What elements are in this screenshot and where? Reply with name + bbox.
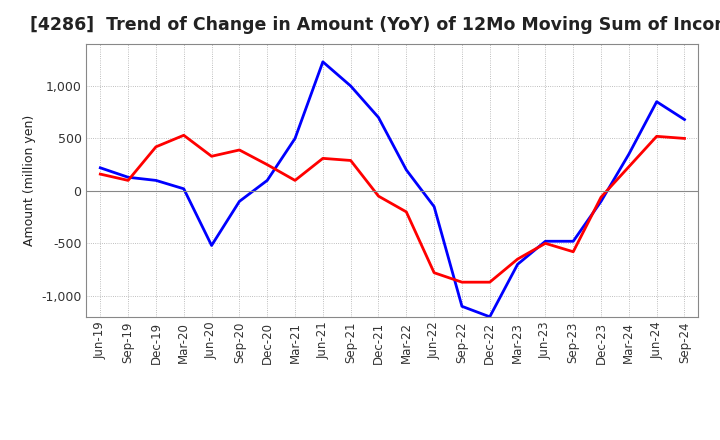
Net Income [680, 136, 689, 141]
Net Income [96, 172, 104, 177]
Line: Net Income: Net Income [100, 135, 685, 282]
Ordinary Income [513, 262, 522, 267]
Line: Ordinary Income: Ordinary Income [100, 62, 685, 317]
Ordinary Income [569, 238, 577, 244]
Ordinary Income [430, 204, 438, 209]
Net Income [652, 134, 661, 139]
Ordinary Income [458, 304, 467, 309]
Ordinary Income [179, 186, 188, 191]
Net Income [235, 147, 243, 153]
Ordinary Income [235, 199, 243, 204]
Ordinary Income [652, 99, 661, 104]
Net Income [485, 279, 494, 285]
Legend: Ordinary Income, Net Income: Ordinary Income, Net Income [233, 438, 552, 440]
Ordinary Income [318, 59, 327, 65]
Net Income [318, 156, 327, 161]
Net Income [513, 257, 522, 262]
Ordinary Income [346, 83, 355, 88]
Y-axis label: Amount (million yen): Amount (million yen) [22, 115, 35, 246]
Ordinary Income [680, 117, 689, 122]
Net Income [458, 279, 467, 285]
Net Income [402, 209, 410, 215]
Ordinary Income [124, 175, 132, 180]
Net Income [207, 154, 216, 159]
Net Income [624, 164, 633, 169]
Ordinary Income [291, 136, 300, 141]
Ordinary Income [541, 238, 550, 244]
Net Income [346, 158, 355, 163]
Ordinary Income [485, 314, 494, 319]
Net Income [597, 194, 606, 200]
Ordinary Income [624, 151, 633, 157]
Ordinary Income [263, 178, 271, 183]
Net Income [430, 270, 438, 275]
Net Income [152, 144, 161, 150]
Net Income [124, 178, 132, 183]
Net Income [263, 162, 271, 167]
Net Income [374, 194, 383, 199]
Net Income [179, 132, 188, 138]
Net Income [569, 249, 577, 254]
Ordinary Income [597, 199, 606, 204]
Ordinary Income [402, 167, 410, 172]
Ordinary Income [374, 115, 383, 120]
Net Income [291, 178, 300, 183]
Title: [4286]  Trend of Change in Amount (YoY) of 12Mo Moving Sum of Incomes: [4286] Trend of Change in Amount (YoY) o… [30, 16, 720, 34]
Ordinary Income [207, 243, 216, 248]
Ordinary Income [152, 178, 161, 183]
Net Income [541, 241, 550, 246]
Ordinary Income [96, 165, 104, 170]
